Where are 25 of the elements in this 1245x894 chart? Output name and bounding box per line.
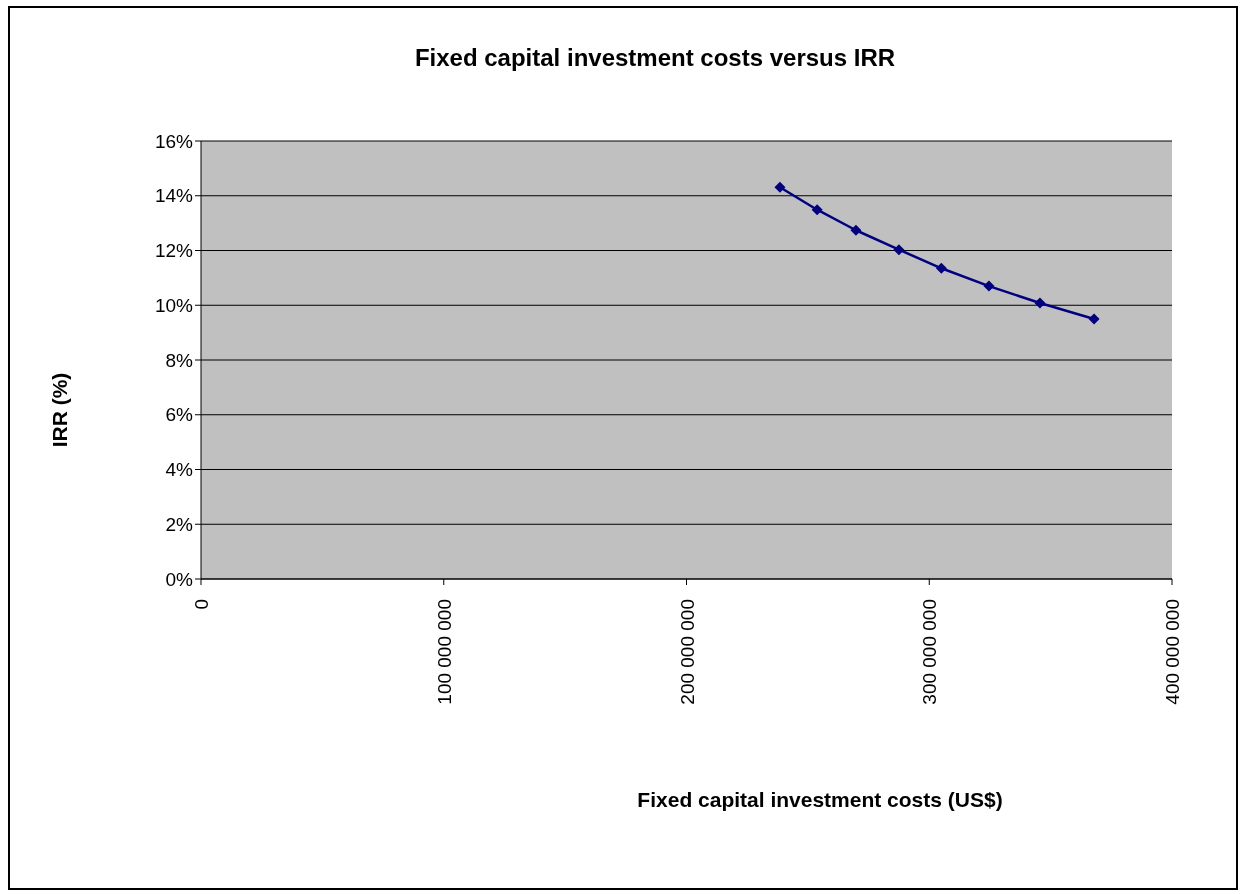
- chart-title: Fixed capital investment costs versus IRR: [413, 44, 897, 72]
- y-axis-title: IRR (%): [48, 372, 72, 448]
- point: [983, 280, 995, 292]
- y-tick-label: 0%: [165, 568, 194, 590]
- point: [811, 204, 823, 216]
- x-tick-label: 200 000 000: [676, 599, 698, 705]
- x-axis-title: Fixed capital investment costs (US$): [636, 788, 1004, 812]
- x-tick-label: 0: [191, 599, 212, 610]
- y-tick-label: 16%: [154, 130, 194, 152]
- y-tick-label: 4%: [165, 459, 194, 481]
- point: [774, 181, 786, 193]
- point: [850, 224, 862, 236]
- y-tick-label: 8%: [165, 349, 194, 371]
- y-tick-label: 14%: [154, 185, 194, 207]
- point: [1034, 297, 1046, 309]
- point: [935, 262, 947, 274]
- point: [893, 244, 905, 256]
- y-tick-label: 6%: [165, 404, 194, 426]
- x-tick-label: 300 000 000: [919, 599, 941, 705]
- y-tick-label: 12%: [154, 240, 194, 262]
- y-tick-label: 10%: [154, 294, 194, 316]
- x-tick-label: 400 000 000: [1162, 599, 1183, 705]
- x-tick-label: 100 000 000: [433, 599, 455, 705]
- point: [1088, 313, 1100, 325]
- y-tick-label: 2%: [165, 513, 194, 535]
